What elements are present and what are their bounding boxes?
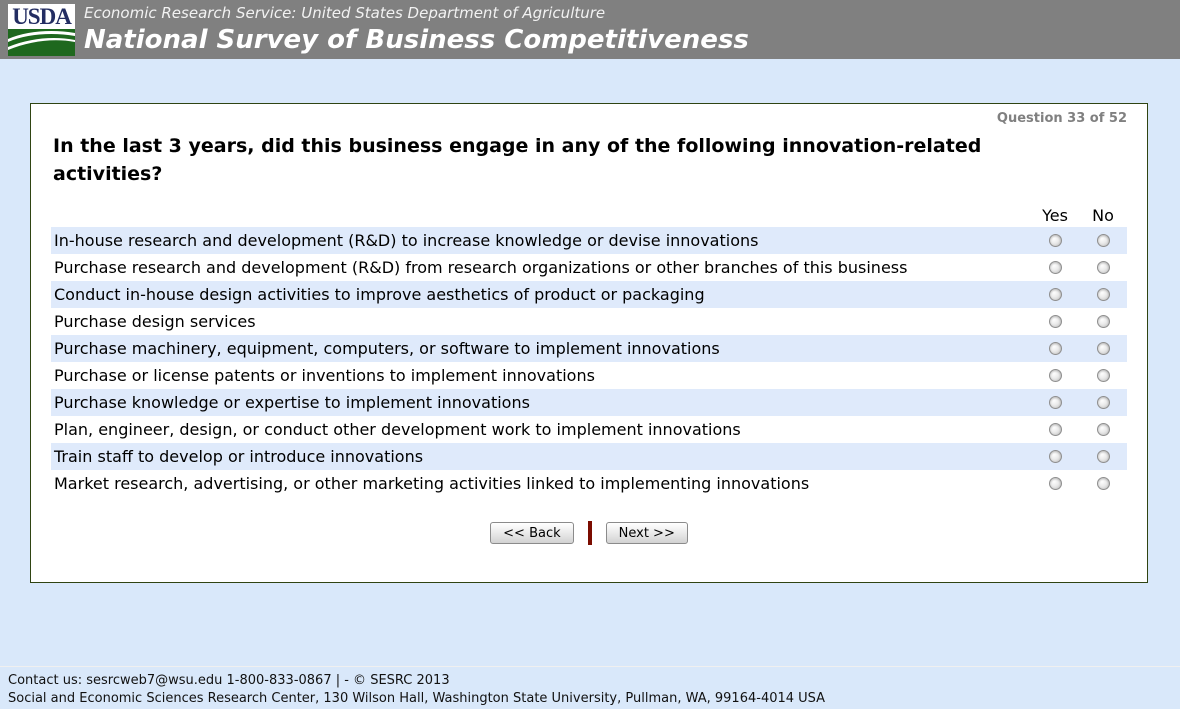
app-header: USDA Economic Research Service: United S… <box>0 0 1180 59</box>
footer-address-line: Social and Economic Sciences Research Ce… <box>8 691 826 706</box>
radio-no[interactable] <box>1096 450 1110 463</box>
table-row: Plan, engineer, design, or conduct other… <box>51 416 1127 443</box>
radio-no[interactable] <box>1096 342 1110 355</box>
radio-yes[interactable] <box>1048 261 1062 274</box>
row-label: Purchase or license patents or invention… <box>54 366 595 385</box>
radio-yes[interactable] <box>1048 396 1062 409</box>
radio-cell-no <box>1079 477 1127 490</box>
footer: Contact us: sesrcweb7@wsu.edu 1-800-833-… <box>0 666 1180 708</box>
column-header-no: No <box>1092 206 1114 225</box>
radio-yes[interactable] <box>1048 369 1062 382</box>
row-label: Market research, advertising, or other m… <box>54 474 810 493</box>
radio-yes[interactable] <box>1048 288 1062 301</box>
row-label: In-house research and development (R&D) … <box>54 231 759 250</box>
radio-yes[interactable] <box>1048 477 1062 490</box>
radio-cell-no <box>1079 369 1127 382</box>
row-label: Purchase research and development (R&D) … <box>54 258 908 277</box>
survey-card: Question 33 of 52 In the last 3 years, d… <box>30 103 1148 583</box>
radio-no[interactable] <box>1096 369 1110 382</box>
next-button[interactable]: Next >> <box>605 522 688 544</box>
radio-cell-no <box>1079 234 1127 247</box>
radio-yes[interactable] <box>1048 450 1062 463</box>
radio-cell-no <box>1079 288 1127 301</box>
row-label: Plan, engineer, design, or conduct other… <box>54 420 741 439</box>
row-label: Purchase machinery, equipment, computers… <box>54 339 720 358</box>
radio-no[interactable] <box>1096 288 1110 301</box>
activities-table: In-house research and development (R&D) … <box>51 227 1127 497</box>
radio-no[interactable] <box>1096 477 1110 490</box>
usda-logo-text: USDA <box>12 4 72 29</box>
radio-cell-no <box>1079 396 1127 409</box>
column-header-yes: Yes <box>1042 206 1068 225</box>
radio-cell-yes <box>1031 423 1079 436</box>
radio-cell-yes <box>1031 450 1079 463</box>
table-row: Purchase knowledge or expertise to imple… <box>51 389 1127 416</box>
radio-cell-yes <box>1031 234 1079 247</box>
footer-contact-line: Contact us: sesrcweb7@wsu.edu 1-800-833-… <box>8 673 450 688</box>
survey-title: National Survey of Business Competitiven… <box>84 25 749 55</box>
row-label: Purchase knowledge or expertise to imple… <box>54 393 530 412</box>
radio-yes[interactable] <box>1048 315 1062 328</box>
table-row: Purchase design services <box>51 308 1127 335</box>
radio-cell-yes <box>1031 315 1079 328</box>
back-button[interactable]: << Back <box>490 522 574 544</box>
agency-line: Economic Research Service: United States… <box>84 4 606 22</box>
radio-cell-yes <box>1031 396 1079 409</box>
button-divider <box>587 521 592 545</box>
radio-cell-no <box>1079 342 1127 355</box>
radio-no[interactable] <box>1096 315 1110 328</box>
nav-buttons: << Back Next >> <box>31 521 1147 545</box>
radio-cell-no <box>1079 423 1127 436</box>
table-row: Train staff to develop or introduce inno… <box>51 443 1127 470</box>
footer-rule <box>0 666 1180 667</box>
radio-yes[interactable] <box>1048 342 1062 355</box>
table-row: Conduct in-house design activities to im… <box>51 281 1127 308</box>
progress-indicator: Question 33 of 52 <box>996 111 1127 126</box>
radio-cell-yes <box>1031 342 1079 355</box>
table-row: Purchase machinery, equipment, computers… <box>51 335 1127 362</box>
row-label: Train staff to develop or introduce inno… <box>54 447 424 466</box>
table-row: Market research, advertising, or other m… <box>51 470 1127 497</box>
table-row: Purchase research and development (R&D) … <box>51 254 1127 281</box>
radio-cell-no <box>1079 261 1127 274</box>
columns-spacer <box>51 206 1031 225</box>
radio-cell-no <box>1079 450 1127 463</box>
radio-yes[interactable] <box>1048 423 1062 436</box>
radio-no[interactable] <box>1096 423 1110 436</box>
radio-no[interactable] <box>1096 396 1110 409</box>
question-title: In the last 3 years, did this business e… <box>53 135 982 185</box>
radio-cell-no <box>1079 315 1127 328</box>
radio-no[interactable] <box>1096 234 1110 247</box>
row-label: Conduct in-house design activities to im… <box>54 285 705 304</box>
radio-cell-yes <box>1031 369 1079 382</box>
usda-swoosh-icon <box>8 29 75 56</box>
radio-cell-yes <box>1031 261 1079 274</box>
answer-columns-header: Yes No <box>51 206 1127 225</box>
row-label: Purchase design services <box>54 312 256 331</box>
radio-cell-yes <box>1031 288 1079 301</box>
radio-yes[interactable] <box>1048 234 1062 247</box>
table-row: In-house research and development (R&D) … <box>51 227 1127 254</box>
radio-no[interactable] <box>1096 261 1110 274</box>
table-row: Purchase or license patents or invention… <box>51 362 1127 389</box>
usda-logo: USDA <box>8 4 75 56</box>
radio-cell-yes <box>1031 477 1079 490</box>
